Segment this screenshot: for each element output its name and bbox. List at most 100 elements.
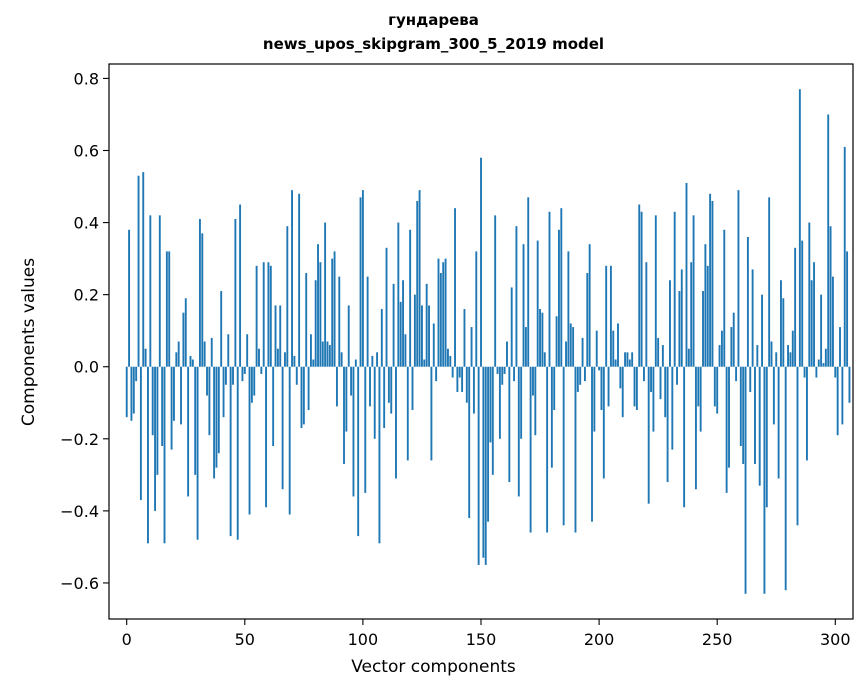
bar-4 (135, 366, 138, 382)
bar-57 (260, 366, 263, 374)
bar-273 (770, 341, 773, 367)
bar-157 (496, 366, 499, 374)
bar-25 (184, 298, 187, 367)
bar-158 (498, 366, 501, 439)
bar-110 (385, 247, 388, 367)
bar-51 (246, 334, 249, 367)
x-tick-label: 300 (820, 630, 851, 649)
bar-59 (265, 366, 268, 508)
bar-159 (501, 366, 504, 385)
y-tick-label: −0.2 (60, 430, 99, 449)
x-tick-label: 50 (235, 630, 255, 649)
bar-52 (248, 366, 251, 515)
bar-173 (534, 366, 537, 436)
bar-79 (312, 359, 315, 367)
bar-228 (664, 366, 667, 418)
bar-29 (194, 366, 197, 475)
bar-111 (387, 366, 390, 403)
bar-227 (661, 345, 664, 367)
bar-89 (335, 366, 338, 407)
bar-54 (253, 366, 256, 396)
bar-306 (848, 366, 851, 403)
bar-214 (631, 352, 634, 367)
bar-27 (189, 355, 192, 367)
bar-231 (671, 366, 674, 450)
bar-267 (756, 345, 759, 367)
bar-142 (461, 366, 464, 392)
bar-268 (758, 366, 761, 486)
bar-224 (654, 215, 657, 367)
y-axis-label: Components values (19, 257, 40, 427)
bar-34 (206, 366, 208, 396)
bar-102 (366, 276, 369, 367)
bar-248 (711, 200, 714, 367)
bar-192 (579, 366, 582, 385)
bar-249 (713, 366, 716, 407)
bar-84 (324, 222, 327, 367)
chart-title-line1: гундарева (388, 11, 479, 29)
bar-179 (548, 211, 551, 367)
bar-86 (328, 345, 331, 367)
bar-254 (725, 366, 728, 493)
bar-105 (373, 366, 376, 439)
bar-46 (234, 218, 237, 367)
bar-290 (810, 280, 813, 367)
bar-266 (754, 366, 756, 465)
bar-296 (824, 348, 827, 367)
bar-219 (643, 366, 645, 382)
bar-212 (626, 352, 629, 367)
bar-61 (269, 265, 272, 367)
bar-260 (739, 366, 742, 447)
bar-7 (142, 172, 145, 367)
bar-144 (465, 366, 468, 403)
bar-237 (685, 182, 688, 367)
bar-141 (458, 366, 461, 378)
bar-117 (402, 280, 404, 367)
bar-295 (822, 363, 825, 367)
bar-163 (510, 287, 513, 367)
bar-13 (156, 366, 159, 475)
bar-155 (491, 366, 494, 475)
bar-208 (617, 323, 619, 367)
bar-160 (503, 366, 506, 374)
bar-151 (482, 366, 485, 558)
bar-11 (151, 366, 154, 436)
bar-243 (699, 366, 702, 432)
bar-229 (666, 366, 669, 483)
bar-123 (416, 200, 419, 367)
bar-0 (125, 366, 128, 418)
bar-235 (680, 269, 683, 367)
bars-group (125, 89, 851, 594)
bar-119 (406, 366, 409, 461)
bar-269 (761, 294, 764, 367)
bar-81 (317, 244, 319, 367)
bar-5 (137, 175, 140, 367)
bar-125 (421, 305, 423, 367)
bar-42 (224, 366, 227, 385)
bar-55 (255, 265, 258, 367)
bar-283 (794, 247, 797, 367)
bar-265 (751, 269, 754, 367)
bar-301 (836, 366, 839, 436)
bar-9 (147, 366, 149, 544)
x-tick-label: 100 (348, 630, 379, 649)
bar-112 (390, 366, 393, 414)
bar-218 (640, 211, 643, 367)
y-tick-label: 0.4 (74, 214, 99, 233)
bar-77 (307, 366, 310, 410)
bar-201 (600, 366, 603, 410)
bar-178 (546, 366, 549, 533)
bar-233 (676, 366, 678, 385)
bar-253 (723, 229, 726, 367)
bar-164 (513, 366, 516, 382)
bar-279 (784, 366, 787, 591)
bar-150 (480, 157, 482, 367)
bar-177 (543, 352, 546, 367)
y-tick-label: 0.6 (74, 141, 99, 160)
bar-143 (463, 309, 466, 367)
bar-19 (170, 366, 173, 450)
bar-68 (286, 226, 289, 367)
bar-176 (541, 312, 544, 367)
bar-241 (694, 366, 697, 490)
bar-115 (397, 222, 400, 367)
